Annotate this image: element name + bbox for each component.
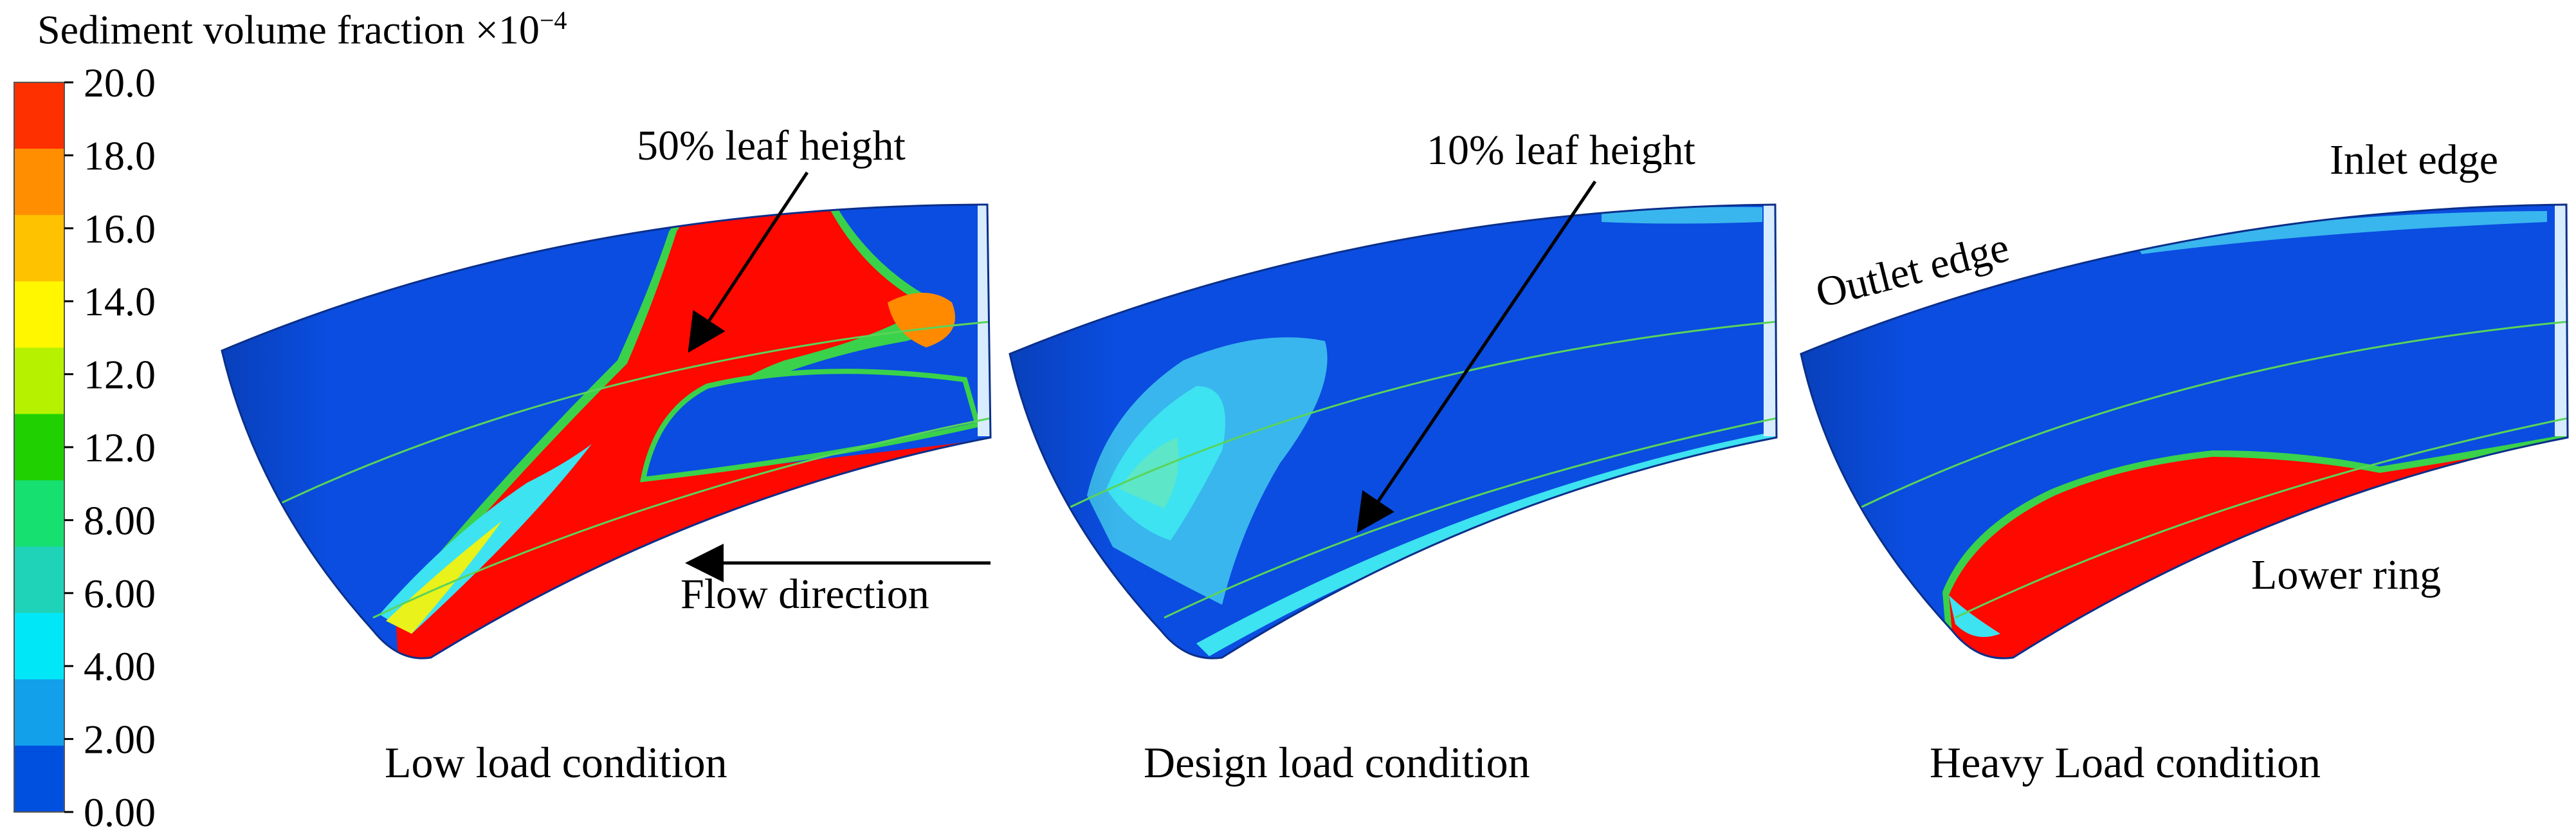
colorbar-segment bbox=[14, 281, 64, 348]
colorbar-tick-label: 18.0 bbox=[84, 133, 156, 178]
colorbar: 20.0 18.0 16.0 14.0 12.0 12.0 8.00 6.00 4.00 2.00… bbox=[14, 60, 156, 835]
blade-outline bbox=[1800, 203, 2569, 659]
colorbar-segment bbox=[14, 480, 64, 548]
streamline bbox=[1955, 417, 2568, 619]
blade-shading bbox=[1010, 205, 1777, 659]
colorbar-segment bbox=[14, 82, 64, 149]
colorbar-segment bbox=[14, 546, 64, 614]
blade-outline bbox=[1009, 203, 1778, 659]
streamline bbox=[372, 417, 991, 619]
colorbar-segment bbox=[14, 613, 64, 680]
colorbar-segment bbox=[14, 679, 64, 746]
label-lower-ring: Lower ring bbox=[2251, 551, 2441, 598]
colorbar-segment bbox=[14, 215, 64, 282]
colorbar-tick-label: 16.0 bbox=[84, 206, 156, 252]
streamline bbox=[1067, 320, 1777, 510]
colorbar-tick-label: 12.0 bbox=[84, 425, 156, 470]
label-10-leaf-height: 10% leaf height bbox=[1427, 127, 1695, 174]
colorbar-segment bbox=[14, 149, 64, 216]
colorbar-tick-label: 20.0 bbox=[84, 60, 156, 106]
panel-label-heavy-load: Heavy Load condition bbox=[1930, 738, 2321, 787]
colorbar-tick-label: 4.00 bbox=[84, 643, 156, 689]
colorbar-segment bbox=[14, 414, 64, 481]
colorbar-tick-label: 8.00 bbox=[84, 497, 156, 543]
panel-label-design-load: Design load condition bbox=[1144, 738, 1530, 787]
colorbar-segment bbox=[14, 347, 64, 414]
leaf10-arrow bbox=[1357, 180, 1597, 533]
streamline bbox=[1164, 417, 1777, 619]
colorbar-tick-label: 2.00 bbox=[84, 717, 156, 762]
panel-design-load bbox=[1009, 203, 1778, 659]
colorbar-tick-label: 0.00 bbox=[84, 789, 156, 835]
streamline bbox=[1858, 320, 2568, 510]
colorbar-tick-label: 6.00 bbox=[84, 571, 156, 616]
label-inlet-edge: Inlet edge bbox=[2330, 136, 2498, 183]
label-flow-direction: Flow direction bbox=[681, 571, 929, 618]
streamline bbox=[269, 320, 991, 510]
panel-label-low-load: Low load condition bbox=[385, 738, 727, 787]
colorbar-tick-label: 14.0 bbox=[84, 279, 156, 324]
colorbar-title: Sediment volume fraction ×10−4 bbox=[37, 6, 567, 53]
leaf50-arrow bbox=[688, 171, 809, 353]
blade-outline bbox=[221, 203, 992, 659]
colorbar-title-exponent: −4 bbox=[539, 6, 567, 35]
label-50-leaf-height: 50% leaf height bbox=[637, 122, 906, 169]
colorbar-tick-label: 12.0 bbox=[84, 352, 156, 398]
colorbar-segment bbox=[14, 745, 64, 813]
